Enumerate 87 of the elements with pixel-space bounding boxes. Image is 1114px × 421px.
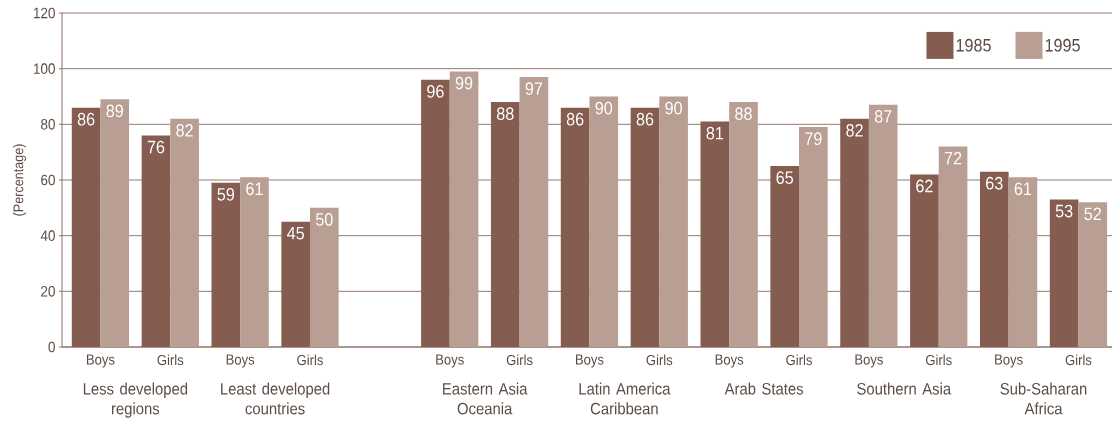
x-tick-label: Girls (925, 354, 952, 366)
bar (700, 121, 730, 347)
data-label: 88 (496, 107, 514, 121)
data-label: 61 (246, 182, 263, 196)
y-axis-title: (Percentage) (13, 144, 27, 216)
x-tick-label: Girls (646, 354, 673, 366)
bar (449, 71, 479, 347)
bar (100, 99, 130, 347)
bar (310, 207, 339, 347)
y-tick-label: 100 (33, 63, 55, 74)
y-tick-label: 0 (48, 341, 55, 353)
x-tick-label: Boys (715, 354, 744, 368)
bar (1049, 199, 1079, 347)
bar (490, 102, 520, 347)
x-tick-label: Boys (436, 354, 464, 368)
x-tick-label: Girls (157, 354, 184, 366)
data-label: 63 (986, 176, 1003, 190)
data-label: 87 (874, 110, 892, 123)
data-label: 52 (1084, 207, 1101, 221)
x-tick-label: Girls (1065, 354, 1092, 366)
bar (770, 166, 800, 347)
text: Latin America Caribbean (579, 382, 671, 415)
legend-label: 1985 (956, 38, 991, 52)
data-label: 97 (525, 82, 543, 95)
x-tick-label: Boys (576, 354, 604, 368)
x-tick-label: Boys (855, 354, 883, 368)
data-label: 82 (176, 123, 193, 137)
text: Southern Asia (857, 382, 952, 395)
bar (979, 171, 1009, 347)
x-tick-label: Girls (297, 354, 323, 366)
bar (1078, 202, 1108, 347)
bar (589, 96, 619, 347)
data-label: 72 (944, 151, 962, 165)
bar (630, 107, 660, 347)
bar (938, 146, 968, 347)
bar (840, 118, 869, 347)
text: Least developed countries (221, 382, 330, 415)
bar (910, 174, 939, 347)
x-tick-label: Boys (226, 354, 255, 368)
bar (659, 96, 688, 347)
data-label: 90 (665, 101, 682, 115)
bar (1008, 177, 1038, 347)
bar (560, 107, 590, 347)
bar (141, 135, 171, 347)
data-label: 79 (805, 132, 822, 146)
text: Arab States (724, 382, 804, 395)
data-label: 61 (1014, 182, 1032, 196)
text: Sub-Saharan Africa (1000, 382, 1087, 415)
bar (519, 77, 549, 347)
data-label: 90 (595, 101, 613, 115)
data-label: 50 (315, 213, 333, 226)
data-label: 89 (106, 104, 123, 118)
data-label: 81 (706, 126, 724, 140)
legend-label: 1995 (1045, 38, 1080, 52)
bar (421, 79, 450, 347)
bar (240, 177, 269, 347)
data-label: 86 (77, 112, 95, 126)
data-label: 99 (455, 76, 473, 90)
data-label: 59 (217, 187, 235, 201)
data-label: 96 (427, 84, 444, 98)
data-label: 82 (846, 123, 863, 137)
data-label: 62 (916, 179, 933, 193)
data-label: 76 (147, 140, 165, 154)
bar (729, 102, 758, 347)
data-label: 86 (636, 112, 654, 126)
data-label: 45 (287, 226, 305, 240)
bar (170, 118, 199, 347)
bar (281, 221, 310, 347)
y-tick-label: 60 (41, 174, 55, 186)
x-tick-label: Girls (506, 354, 533, 366)
data-label: 88 (735, 107, 752, 121)
y-tick-label: 80 (41, 119, 55, 130)
bar (71, 107, 101, 347)
bar (799, 127, 828, 347)
x-tick-label: Boys (86, 354, 115, 368)
bar (211, 182, 241, 347)
data-label: 65 (776, 171, 794, 185)
x-tick-label: Boys (995, 354, 1023, 368)
y-tick-label: 20 (41, 286, 55, 297)
y-tick-label: 40 (40, 230, 55, 241)
text: Less developed regions (83, 382, 188, 418)
x-tick-label: Girls (786, 354, 812, 366)
data-label: 86 (566, 112, 584, 126)
bar (868, 104, 898, 347)
data-label: 53 (1055, 204, 1073, 218)
y-tick-label: 120 (33, 7, 55, 19)
text: Eastern Asia Oceania (443, 382, 528, 415)
